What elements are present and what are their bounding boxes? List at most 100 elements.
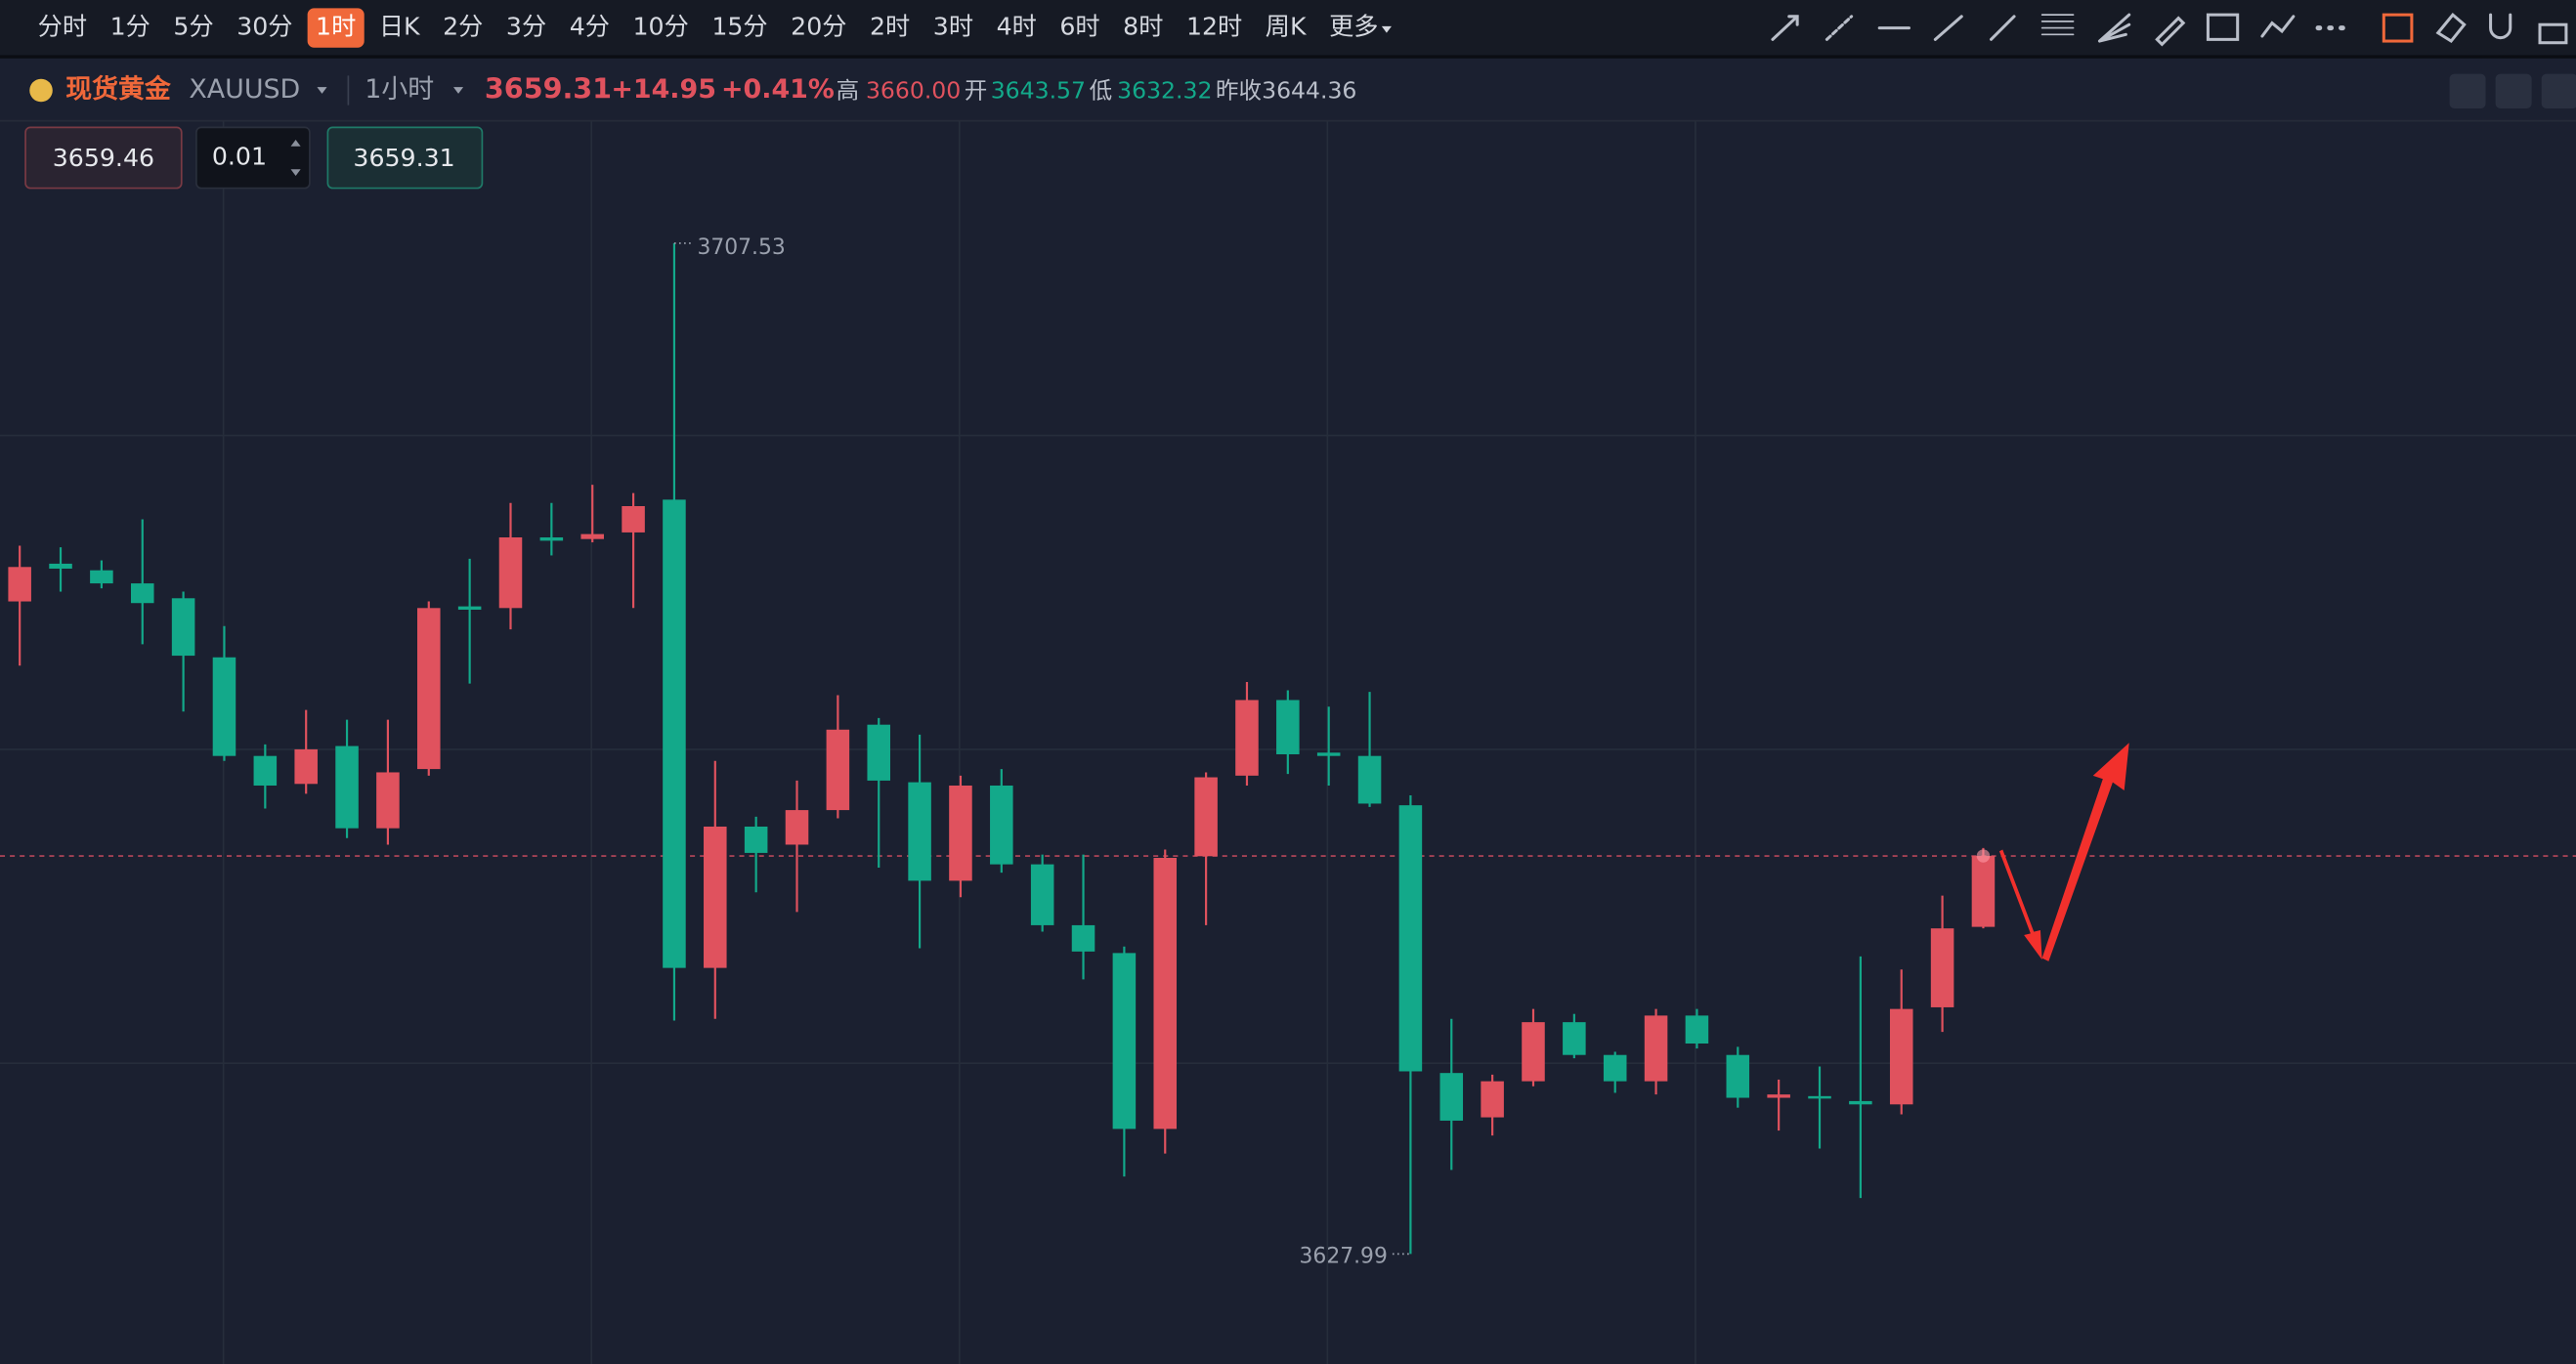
timeframe[interactable]: 20分: [791, 13, 846, 41]
tool-arrow[interactable]: [1771, 15, 1799, 41]
dropdown[interactable]: [317, 87, 327, 94]
candle-body: [253, 755, 278, 786]
timeframe[interactable]: 周K: [1266, 13, 1308, 41]
candle-body: [949, 785, 972, 881]
candle-body: [8, 567, 31, 602]
candle-body: [1235, 700, 1259, 776]
candle-body: [1357, 755, 1382, 804]
timeframe[interactable]: 3时: [933, 13, 973, 41]
timeframe[interactable]: 4分: [570, 13, 610, 41]
candle-body: [1153, 857, 1178, 1130]
dropdown[interactable]: [1381, 25, 1392, 33]
timeframe[interactable]: 6时: [1059, 13, 1099, 41]
bid-price[interactable]: 3659.31: [353, 144, 454, 172]
plot: 3707.53 3627.99: [0, 235, 2576, 1269]
timeframe[interactable]: 8时: [1123, 13, 1163, 41]
candle-body: [580, 533, 604, 539]
candle-body: [335, 746, 359, 829]
ask-button[interactable]: [24, 126, 183, 190]
candle-body: [1194, 777, 1218, 857]
tool-pattern[interactable]: [2260, 15, 2296, 38]
candle-body: [90, 570, 113, 584]
timeframe[interactable]: 1分: [110, 13, 150, 41]
annotation-arrows: [1998, 743, 2129, 961]
candle-body: [1767, 1094, 1790, 1098]
toolbar: [0, 0, 2576, 57]
timeframe[interactable]: 分时: [38, 13, 87, 41]
candle-body: [1603, 1054, 1627, 1082]
drawing-tools[interactable]: [1771, 12, 2568, 47]
candle-body: [1930, 928, 1954, 1007]
candle-body: [212, 657, 236, 756]
candle-body: [1726, 1054, 1750, 1098]
candle-body: [1889, 1008, 1913, 1105]
low-label: 3627.99: [1300, 1245, 1388, 1269]
prev-close-value: 3644.36: [1262, 77, 1356, 105]
bid-button[interactable]: [326, 126, 484, 190]
tool-trend[interactable]: [1990, 15, 2016, 41]
tool-lock[interactable]: [2538, 22, 2568, 45]
candle-body: [1808, 1095, 1831, 1099]
arrow-up: [2041, 743, 2129, 961]
change-pct: +0.41%: [721, 74, 835, 105]
timeframe[interactable]: 2时: [870, 13, 910, 41]
change: +14.95: [611, 74, 716, 105]
timeframe[interactable]: 1时: [316, 13, 356, 41]
candle-body: [867, 724, 891, 781]
high-label: 3707.53: [697, 235, 785, 260]
tool-image[interactable]: [2206, 13, 2240, 41]
tool-brush[interactable]: [2155, 16, 2186, 47]
interval[interactable]: 1小时: [365, 74, 434, 105]
prev-close-label: 昨收: [1216, 77, 1262, 105]
last-price-glow: [1976, 849, 1991, 863]
timeframe[interactable]: 5分: [173, 13, 213, 41]
more-button[interactable]: 更多: [1329, 13, 1378, 41]
tool-ray[interactable]: [1825, 15, 1854, 41]
candle-body: [826, 729, 850, 811]
candle-body: [1849, 1100, 1872, 1105]
timeframe[interactable]: 日K: [379, 13, 421, 41]
panel-button[interactable]: [2449, 73, 2486, 109]
panel-button[interactable]: [2495, 73, 2532, 109]
tool-segment[interactable]: [1933, 15, 1963, 41]
candle-body: [49, 563, 72, 569]
tool-fib[interactable]: [2040, 14, 2075, 36]
candle-body: [908, 782, 931, 881]
quantity-input[interactable]: [195, 126, 311, 190]
candle-body: [622, 505, 645, 533]
symbol[interactable]: XAUUSD: [189, 74, 300, 105]
price: 3659.31: [485, 72, 612, 106]
timeframe[interactable]: 12时: [1186, 13, 1242, 41]
candle-body: [1971, 856, 1996, 927]
tool-erase[interactable]: [2435, 12, 2467, 44]
timeframe[interactable]: 10分: [633, 13, 689, 41]
quantity[interactable]: 0.01: [212, 142, 267, 170]
timeframe[interactable]: 3分: [506, 13, 546, 41]
tool-edit[interactable]: [2382, 13, 2414, 43]
candle-body: [704, 826, 727, 968]
timeframe[interactable]: 30分: [236, 13, 292, 41]
candle-body: [457, 606, 482, 610]
candle-body: [990, 785, 1013, 865]
open-label: 开: [965, 77, 988, 105]
arrow-down: [1998, 849, 2042, 960]
dropdown[interactable]: [452, 87, 464, 94]
candle-body: [785, 810, 809, 845]
candle-body: [1439, 1073, 1464, 1121]
gold-icon: [29, 78, 53, 103]
candle-body: [171, 598, 195, 657]
candle-body: [1563, 1022, 1586, 1055]
tool-magnet[interactable]: [2489, 13, 2512, 40]
timeframe[interactable]: 4时: [997, 13, 1037, 41]
candle-body: [1030, 864, 1054, 925]
candle-body: [1398, 805, 1423, 1072]
low-label: 低: [1090, 77, 1113, 105]
timeframe[interactable]: 2分: [443, 13, 483, 41]
timeframe[interactable]: 15分: [711, 13, 767, 41]
tool-fan[interactable]: [2097, 13, 2131, 43]
panel-button[interactable]: [2541, 73, 2576, 109]
ask-price[interactable]: 3659.46: [53, 144, 154, 172]
low-value: 3632.32: [1117, 77, 1212, 105]
